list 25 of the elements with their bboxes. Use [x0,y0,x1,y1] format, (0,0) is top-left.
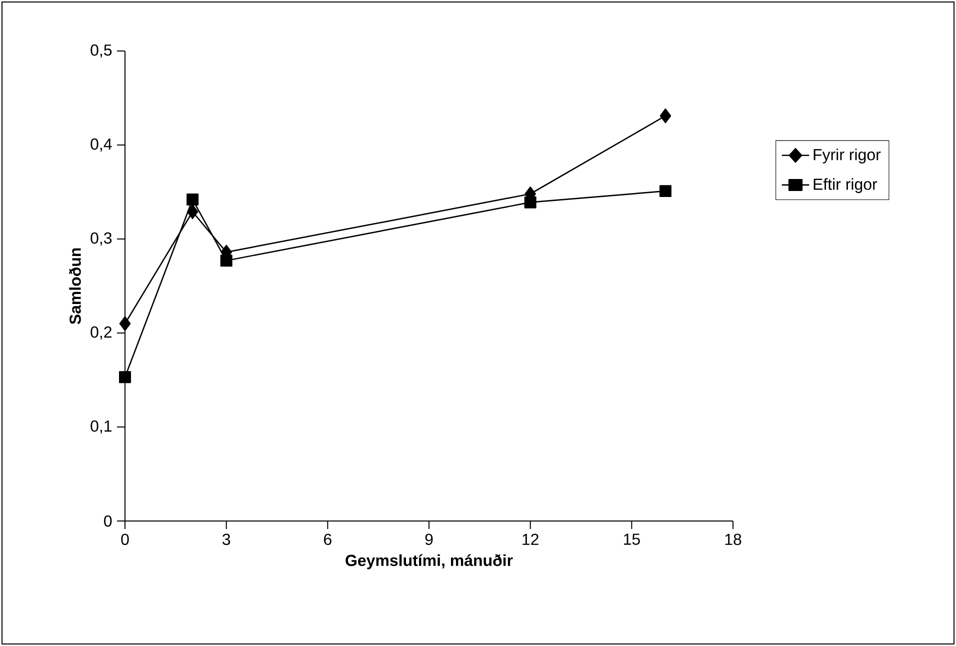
x-tick-label: 18 [725,534,742,546]
y-tick-label: 0 [104,515,112,527]
x-tick-label: 15 [624,534,640,545]
point [220,254,232,267]
point [118,371,132,384]
y-tick-label: 0,1 [90,420,112,434]
point [659,185,672,198]
point [186,204,198,220]
legend-label: Eftir rigor [814,178,878,194]
y-tick-label: 0,2 [90,326,112,340]
x-tick-label: 9 [425,534,433,546]
x-tick-label: 3 [222,534,230,546]
point [119,316,131,331]
y-tick-label: 0,3 [90,232,112,246]
x-tick-label: 0 [121,534,129,546]
point [186,194,199,206]
x-tick-label: 6 [324,534,332,546]
point [524,196,536,208]
y-tick-label: 0,4 [90,138,112,152]
y-axis-title: Samloðun [69,248,81,324]
x-tick-label: 12 [522,534,538,545]
point [660,108,672,124]
y-tick-label: 0,5 [90,44,112,58]
x-axis-title: Geymslutími, mánuðir [346,554,513,570]
legend-label: Fyrir rigor [814,148,881,164]
